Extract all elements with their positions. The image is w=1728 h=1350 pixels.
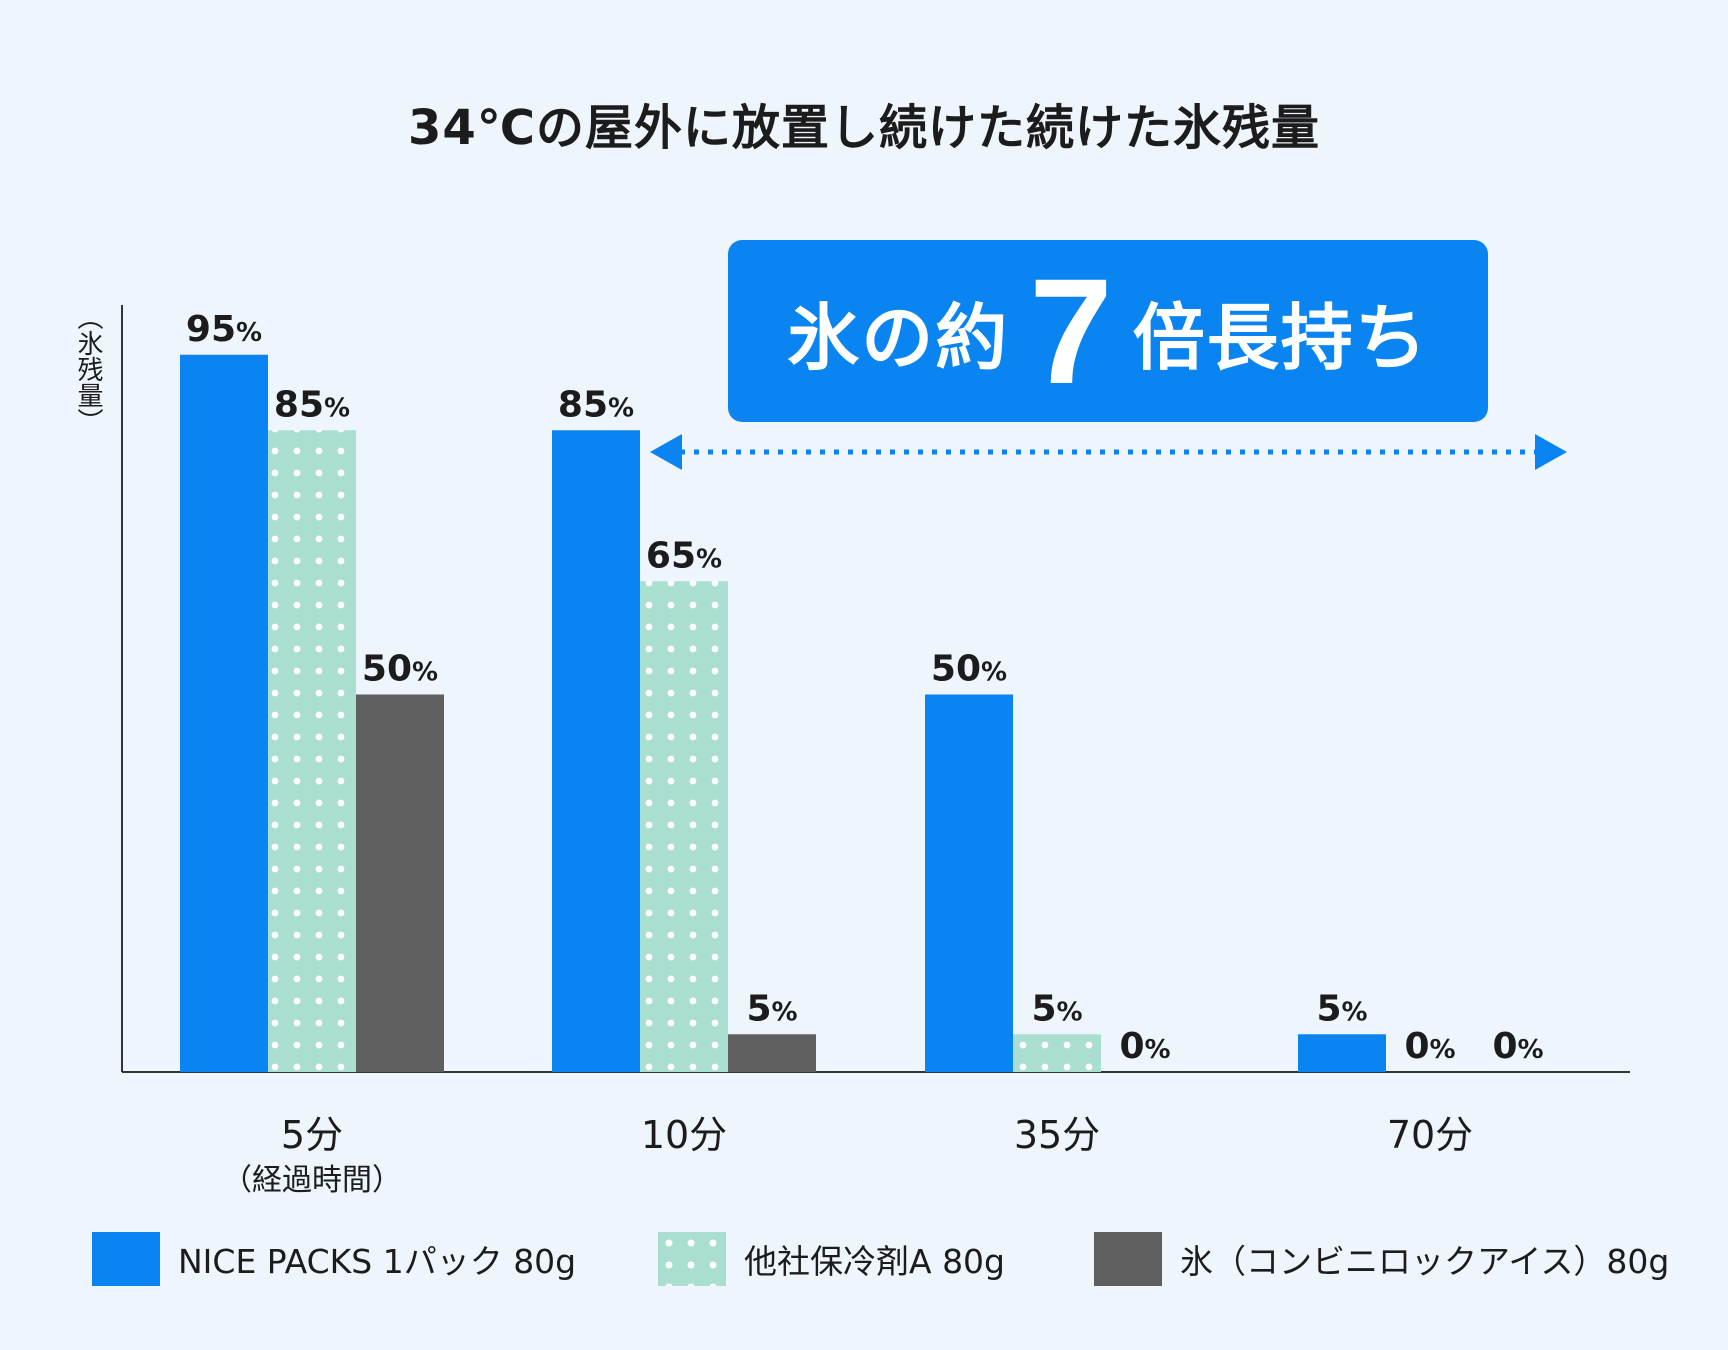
- data-label: 5%: [1031, 988, 1082, 1029]
- data-label: 0%: [1404, 1026, 1455, 1067]
- legend-swatch-blue: [92, 1232, 160, 1286]
- bar-nice-packs: [180, 354, 268, 1072]
- y-axis-label: （氷残量）: [73, 304, 103, 434]
- legend-swatch-gray: [1094, 1232, 1162, 1286]
- legend-label: 氷（コンビニロックアイス）80g: [1180, 1242, 1670, 1281]
- bar-nice-packs: [552, 430, 640, 1072]
- x-tick-label: 10分: [641, 1113, 727, 1157]
- x-tick-label: 5分: [281, 1113, 343, 1157]
- arrow-head-left: [650, 434, 682, 470]
- x-axis-label: （経過時間）: [222, 1163, 402, 1198]
- data-label: 5%: [1316, 988, 1367, 1029]
- data-label: 50%: [362, 649, 438, 690]
- bar-other-brand: [268, 430, 356, 1072]
- data-label: 5%: [746, 988, 797, 1029]
- data-label: 65%: [646, 535, 722, 576]
- data-label: 0%: [1119, 1026, 1170, 1067]
- callout-number: 7: [1029, 247, 1113, 415]
- callout-banner: 氷の約 7 倍長持ち: [728, 240, 1488, 422]
- chart-title: 34℃の屋外に放置し続けた続けた氷残量: [408, 100, 1320, 156]
- legend-item-other-brand: 他社保冷剤A 80g: [658, 1232, 1005, 1286]
- data-label: 85%: [274, 384, 350, 425]
- data-label: 85%: [558, 384, 634, 425]
- bar-ice: [728, 1034, 816, 1072]
- bar-other-brand: [1013, 1034, 1101, 1072]
- bar-nice-packs: [1298, 1034, 1386, 1072]
- legend-swatch-dots: [658, 1232, 726, 1286]
- data-label: 0%: [1492, 1026, 1543, 1067]
- legend-label: NICE PACKS 1パック 80g: [178, 1242, 577, 1281]
- data-label: 95%: [186, 309, 262, 350]
- legend-label: 他社保冷剤A 80g: [744, 1242, 1006, 1281]
- x-tick-label: 35分: [1014, 1113, 1100, 1157]
- arrow-head-right: [1535, 434, 1567, 470]
- bar-ice: [356, 694, 444, 1072]
- data-label: 50%: [931, 649, 1007, 690]
- bar-other-brand: [640, 581, 728, 1072]
- legend-item-nice-packs: NICE PACKS 1パック 80g: [92, 1232, 576, 1286]
- legend-item-ice: 氷（コンビニロックアイス）80g: [1094, 1232, 1669, 1286]
- callout-prefix: 氷の約: [787, 295, 1010, 380]
- bar-nice-packs: [925, 694, 1013, 1072]
- callout-suffix: 倍長持ち: [1132, 295, 1429, 380]
- x-tick-label: 70分: [1387, 1113, 1473, 1157]
